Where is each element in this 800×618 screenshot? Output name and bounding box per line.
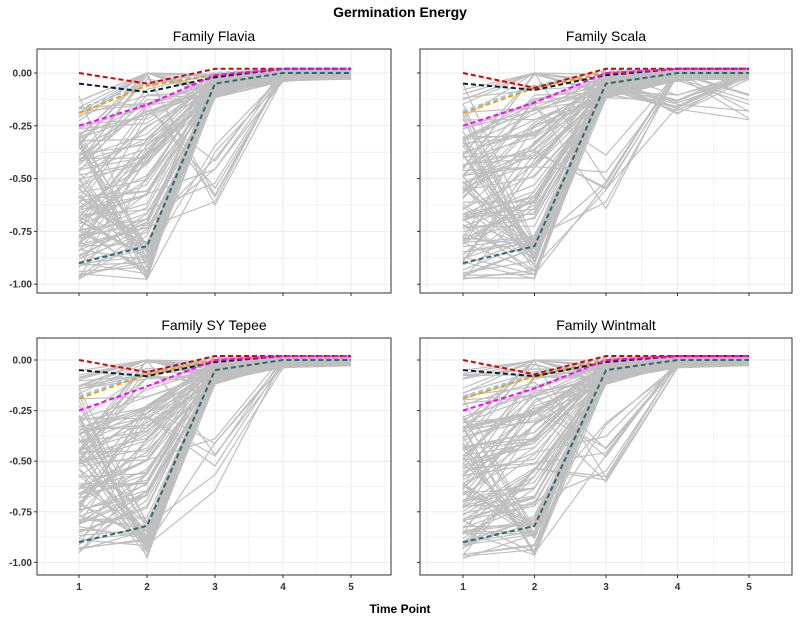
panel-title: Family SY Tepee [161,317,267,333]
panel: Family Flavia 0.00 -0.25 -0.50 -0.75 -1.00 [9,28,392,296]
y-tick-label: -0.50 [9,457,32,468]
background-series-line [78,356,352,465]
x-tick-label: 1 [76,582,82,593]
x-tick-label: 4 [280,582,286,593]
panel-title: Family Scala [566,28,646,44]
y-tick-label: -0.75 [9,227,32,238]
highlight-series-line [78,67,351,127]
x-tick-label: 2 [144,582,150,593]
background-series-line [462,72,750,107]
highlight-series-line [78,355,351,374]
x-axis-title: Time Point [369,602,430,616]
background-series-line [462,68,750,276]
background-series-line [78,76,352,274]
background-lines [78,68,352,281]
chart-title: Germination Energy [333,4,467,20]
x-tick-label: 5 [348,582,354,593]
y-tick-label: 0.00 [13,69,33,80]
highlight-series-line [462,355,749,412]
y-tick-label: -1.00 [9,558,32,569]
y-tick-label: -0.50 [9,174,32,185]
x-tick-label: 3 [603,582,609,593]
background-series-line [78,359,352,388]
highlight-series-line [462,359,749,544]
x-tick-label: 3 [212,582,218,593]
background-series-line [462,364,750,544]
highlight-series-line [78,355,351,412]
background-series-line [78,356,352,377]
background-series-line [462,363,750,529]
background-series-line [462,75,750,242]
panel-border [36,48,392,294]
highlight-series-line [462,355,749,378]
y-tick-label: -0.75 [9,507,32,518]
panel: Family Scala [417,28,793,296]
highlight-series-line [462,72,749,265]
highlight-series-line [78,67,351,94]
x-tick-label: 2 [532,582,538,593]
background-series-line [462,75,750,141]
panel-title: Family Flavia [173,28,256,44]
background-series-line [462,71,750,255]
highlight-series-line [462,67,749,127]
y-tick-label: 0.00 [13,356,33,367]
y-tick-label: -0.25 [9,121,32,132]
panel: Family SY Tepee 0.00 -0.25 -0.50 -0.75 -1.00 1… [9,317,392,593]
x-tick-label: 1 [460,582,466,593]
highlight-series-line [78,72,351,265]
x-tick-label: 5 [746,582,752,593]
y-tick-label: -1.00 [9,280,32,291]
background-series-line [78,360,352,508]
highlight-series-line [78,359,351,544]
panel-title: Family Wintmalt [556,317,656,333]
highlight-series-line [78,67,351,85]
panel: Family Wintmalt 1 2 3 4 5 [417,317,793,593]
x-tick-label: 4 [675,582,681,593]
background-series-line [78,68,352,262]
panel-border [36,337,392,576]
panels: Family Flavia0.00-0.25-0.50-0.75-1.00Fam… [9,28,793,593]
y-tick-label: -0.25 [9,406,32,417]
background-lines [78,355,352,560]
